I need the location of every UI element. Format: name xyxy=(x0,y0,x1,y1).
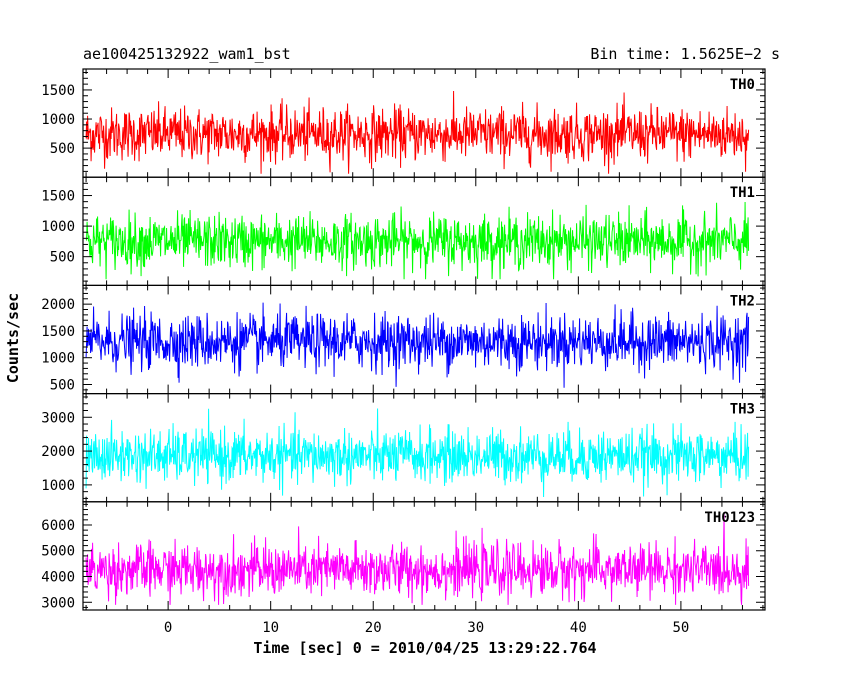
y-axis-label: Counts/sec xyxy=(4,293,22,383)
panel-th0123: 3000 4000 5000 6000 TH0123 xyxy=(41,501,766,611)
y-tick-label: 500 xyxy=(50,250,75,266)
y-tick-label: 1000 xyxy=(41,219,75,235)
y-tick-label: 1500 xyxy=(41,83,75,99)
panel-label-th0: TH0 xyxy=(730,77,755,93)
panel-label-th0123: TH0123 xyxy=(704,510,755,526)
x-tick-label: 0 xyxy=(164,620,172,636)
x-tick-label: 40 xyxy=(570,620,587,636)
panel-frame xyxy=(82,501,766,611)
y-tick-label: 2000 xyxy=(41,297,75,313)
panel-label-th3: TH3 xyxy=(730,402,755,418)
panel-th3: 1000 2000 3000 TH3 xyxy=(41,393,766,503)
series-line-th0123 xyxy=(85,513,750,605)
y-tick-label: 6000 xyxy=(41,518,75,534)
panel-th0: 500 1000 1500 TH0 xyxy=(41,68,766,178)
panel-label-th2: TH2 xyxy=(730,293,755,309)
series-line-th3 xyxy=(85,408,750,498)
series-line-th2 xyxy=(85,302,750,388)
y-tick-label: 2000 xyxy=(41,444,75,460)
panel-label-th1: TH1 xyxy=(730,185,755,201)
y-tick-label: 3000 xyxy=(41,410,75,426)
y-tick-label: 1000 xyxy=(41,112,75,128)
y-tick-label: 4000 xyxy=(41,570,75,586)
panel-th1: 500 1000 1500 TH1 xyxy=(41,176,766,286)
x-tick-label: 50 xyxy=(672,620,689,636)
series-line-th1 xyxy=(85,201,750,280)
x-tick-label: 30 xyxy=(467,620,484,636)
series-line-th0 xyxy=(85,90,750,174)
y-tick-label: 500 xyxy=(50,377,75,393)
y-tick-label: 500 xyxy=(50,141,75,157)
panel-th2: 500 1000 1500 2000 TH2 xyxy=(41,284,766,395)
x-tick-label: 10 xyxy=(262,620,279,636)
y-tick-label: 1500 xyxy=(41,324,75,340)
panels: 500 1000 1500 TH0 500 1000 1500 TH1 500 1000 1500 2… xyxy=(41,68,766,611)
x-axis: 0 10 20 30 40 50 xyxy=(164,620,689,636)
y-tick-label: 5000 xyxy=(41,544,75,560)
header-bin-time: Bin time: 1.5625E−2 s xyxy=(590,45,780,63)
y-tick-label: 1500 xyxy=(41,189,75,205)
x-axis-label: Time [sec] 0 = 2010/04/25 13:29:22.764 xyxy=(253,639,596,657)
y-tick-label: 3000 xyxy=(41,595,75,611)
y-tick-label: 1000 xyxy=(41,478,75,494)
x-tick-label: 20 xyxy=(365,620,382,636)
y-tick-label: 1000 xyxy=(41,351,75,367)
header-title: ae100425132922_wam1_bst xyxy=(83,45,291,63)
